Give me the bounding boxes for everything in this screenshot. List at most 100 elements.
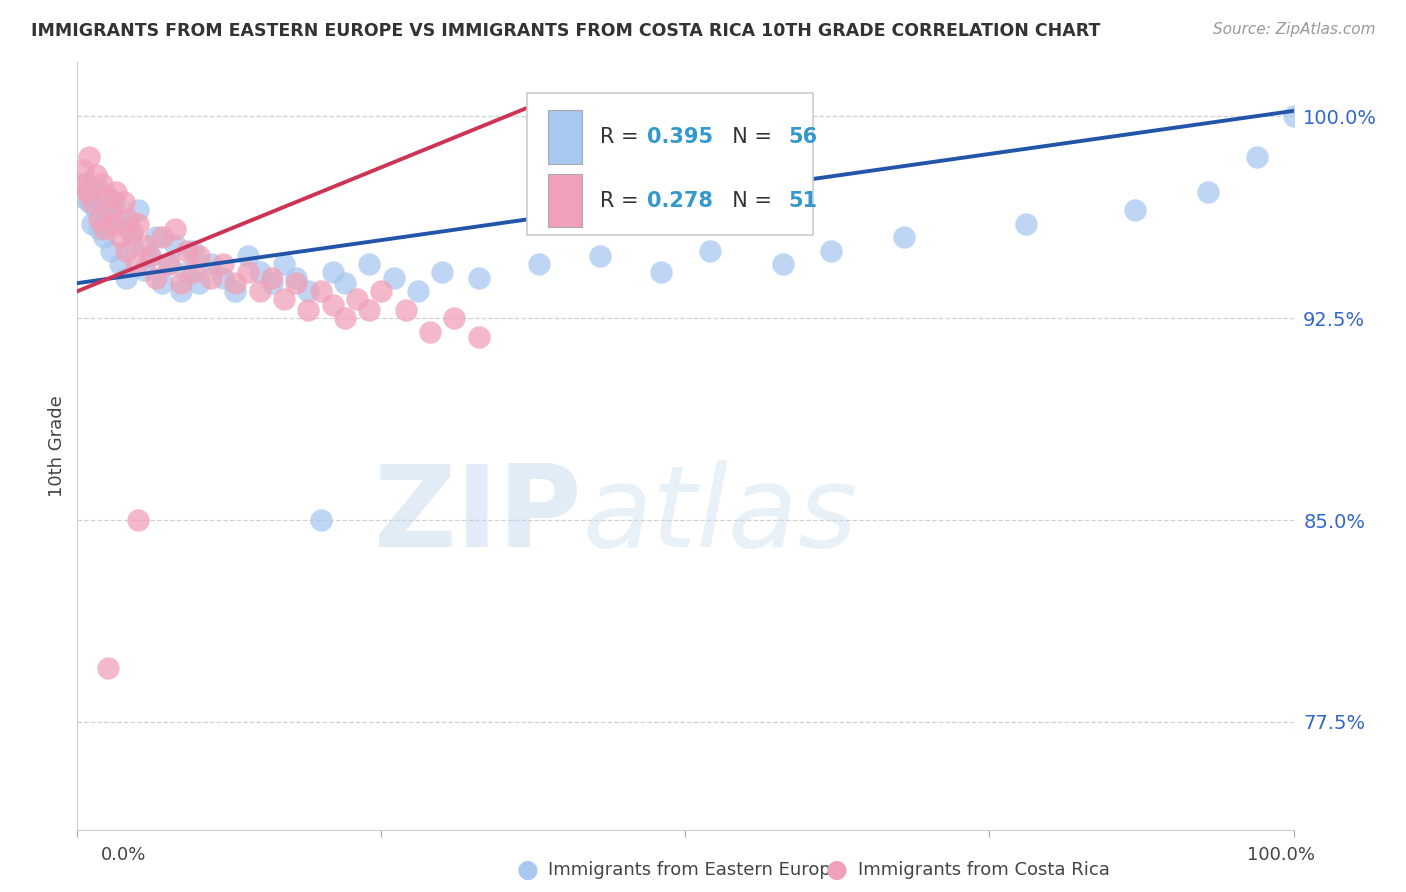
- Point: [163, 222, 186, 236]
- Point: [176, 244, 198, 258]
- Point: [273, 293, 295, 307]
- Point: [79, 150, 101, 164]
- Text: Immigrants from Eastern Europe: Immigrants from Eastern Europe: [548, 861, 842, 879]
- Point: [139, 249, 162, 263]
- Point: [1197, 185, 1219, 199]
- Text: Source: ZipAtlas.com: Source: ZipAtlas.com: [1212, 22, 1375, 37]
- Point: [117, 211, 139, 226]
- Point: [97, 190, 120, 204]
- Point: [273, 257, 295, 271]
- Point: [212, 270, 235, 285]
- Point: [100, 244, 122, 258]
- Point: [112, 217, 135, 231]
- Point: [108, 230, 131, 244]
- Point: [93, 222, 115, 236]
- Point: [322, 265, 344, 279]
- Point: [249, 265, 271, 279]
- Point: [70, 177, 93, 191]
- Text: ZIP: ZIP: [374, 459, 582, 571]
- Point: [80, 195, 103, 210]
- Point: [100, 203, 122, 218]
- Point: [139, 249, 162, 263]
- Point: [395, 303, 418, 318]
- Point: [1246, 150, 1268, 164]
- Text: N =: N =: [720, 191, 779, 211]
- Point: [1125, 203, 1147, 218]
- Point: [419, 325, 441, 339]
- Point: [297, 303, 319, 318]
- Point: [127, 513, 149, 527]
- Point: [152, 230, 174, 244]
- Point: [89, 222, 111, 236]
- Text: 0.0%: 0.0%: [101, 846, 146, 863]
- Point: [84, 169, 107, 183]
- Point: [97, 661, 120, 675]
- Text: 0.395: 0.395: [647, 127, 713, 147]
- Point: [176, 265, 198, 279]
- Point: [121, 225, 143, 239]
- Text: IMMIGRANTS FROM EASTERN EUROPE VS IMMIGRANTS FROM COSTA RICA 10TH GRADE CORRELAT: IMMIGRANTS FROM EASTERN EUROPE VS IMMIGR…: [31, 22, 1101, 40]
- Point: [115, 244, 138, 258]
- Text: Immigrants from Costa Rica: Immigrants from Costa Rica: [858, 861, 1109, 879]
- Point: [333, 311, 356, 326]
- Text: 56: 56: [789, 127, 818, 147]
- Text: 100.0%: 100.0%: [1247, 846, 1315, 863]
- FancyBboxPatch shape: [548, 174, 582, 227]
- Point: [188, 276, 211, 290]
- Point: [127, 217, 149, 231]
- Point: [84, 203, 107, 218]
- Point: [103, 217, 125, 231]
- FancyBboxPatch shape: [548, 110, 582, 164]
- Point: [430, 265, 453, 279]
- Point: [134, 262, 156, 277]
- Point: [224, 284, 246, 298]
- Point: [170, 284, 193, 298]
- Point: [1015, 217, 1038, 231]
- Point: [322, 298, 344, 312]
- Point: [112, 195, 135, 210]
- Point: [285, 270, 308, 285]
- Point: [163, 238, 186, 252]
- Point: [134, 238, 156, 252]
- Point: [370, 284, 392, 298]
- Point: [260, 270, 283, 285]
- Text: ●: ●: [516, 858, 538, 881]
- Point: [127, 203, 149, 218]
- Point: [224, 276, 246, 290]
- Point: [650, 265, 672, 279]
- Point: [382, 270, 405, 285]
- Point: [1282, 109, 1305, 123]
- Point: [72, 190, 94, 204]
- Point: [76, 185, 98, 199]
- Text: ●: ●: [825, 858, 848, 881]
- Point: [212, 257, 235, 271]
- Point: [346, 293, 368, 307]
- Point: [467, 330, 489, 344]
- Point: [157, 257, 180, 271]
- Point: [309, 284, 332, 298]
- Point: [80, 217, 103, 231]
- Point: [79, 195, 101, 210]
- Text: N =: N =: [720, 127, 779, 147]
- Point: [260, 276, 283, 290]
- Point: [90, 177, 112, 191]
- Text: 0.278: 0.278: [647, 191, 713, 211]
- Point: [820, 244, 842, 258]
- Point: [200, 270, 222, 285]
- Point: [467, 270, 489, 285]
- Point: [145, 270, 167, 285]
- Text: R =: R =: [600, 191, 645, 211]
- Point: [893, 230, 915, 244]
- Point: [359, 257, 381, 271]
- Point: [170, 276, 193, 290]
- Point: [297, 284, 319, 298]
- Point: [76, 177, 98, 191]
- Point: [90, 185, 112, 199]
- Point: [89, 211, 111, 226]
- Point: [236, 249, 259, 263]
- Point: [188, 249, 211, 263]
- Text: 51: 51: [789, 191, 818, 211]
- Point: [152, 276, 174, 290]
- Point: [181, 244, 204, 258]
- Point: [309, 513, 332, 527]
